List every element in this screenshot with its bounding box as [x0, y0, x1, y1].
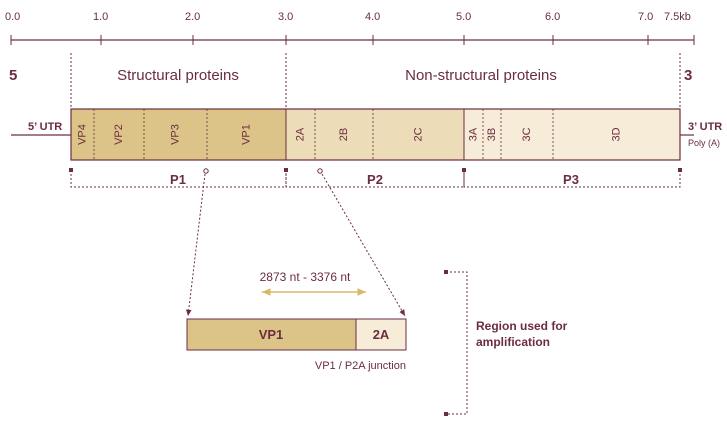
segment-2b [315, 109, 373, 160]
segment-label-2a: 2A [295, 127, 307, 141]
junction-caption: VP1 / P2A junction [315, 360, 406, 372]
bracket-node [444, 412, 448, 416]
scale-tick-label: 7.5kb [664, 11, 691, 23]
bracket-node [678, 168, 682, 172]
segment-2c [373, 109, 464, 160]
three-prime-end-label: 3 [684, 67, 692, 84]
segment-vp2 [94, 109, 144, 160]
p3-label: P3 [563, 172, 579, 187]
p2-bracket [285, 170, 465, 188]
zoom-anchor-2a [317, 168, 323, 174]
segment-label-vp2: VP2 [113, 124, 125, 145]
scale-tick-label: 0.0 [5, 11, 20, 23]
three-utr-label: 3’ UTR [688, 121, 722, 133]
scale-tick-label: 4.0 [365, 11, 380, 23]
scale-tick-label: 7.0 [638, 11, 653, 23]
zoom-guide-line [185, 173, 206, 317]
poly-a-label: Poly (A) [688, 138, 720, 148]
segment-label-2c: 2C [413, 127, 425, 141]
segment-vp3 [144, 109, 207, 160]
bracket-node [284, 168, 288, 172]
scale-tick-label: 1.0 [93, 11, 108, 23]
p1-label: P1 [170, 172, 186, 187]
segment-2a [286, 109, 315, 160]
scale-tick-label: 5.0 [456, 11, 471, 23]
segment-label-vp3: VP3 [170, 124, 182, 145]
genome-polyprotein-bar: VP4 VP2 VP3 VP1 2A 2B 2C 3A 3B 3C 3D [70, 108, 681, 161]
amplification-bracket [446, 271, 468, 415]
zoom-anchor-vp1 [203, 168, 209, 174]
segment-3b [483, 109, 501, 160]
non-structural-proteins-heading: Non-structural proteins [405, 67, 557, 84]
segment-label-3a: 3A [468, 127, 480, 141]
genome-bar-outline [70, 108, 681, 161]
segment-vp4 [71, 109, 94, 160]
bracket-node [444, 270, 448, 274]
polyprotein-brackets: P1 P2 P3 [69, 168, 682, 188]
segment-label-3c: 3C [521, 127, 533, 141]
segment-label-vp1: VP1 [241, 124, 253, 145]
zoom-2a-segment [355, 318, 407, 351]
scale-tick-label: 6.0 [545, 11, 560, 23]
segment-3d [553, 109, 680, 160]
segment-3a [464, 109, 483, 160]
zoom-vp1-segment [186, 318, 357, 351]
p2-label: P2 [367, 172, 383, 187]
p3-bracket [463, 170, 681, 188]
bracket-node [69, 168, 73, 172]
scale-tick-label: 3.0 [278, 11, 293, 23]
zoom-vp1-label: VP1 [259, 327, 284, 342]
five-utr-label: 5’ UTR [28, 121, 62, 133]
scale-tick-label: 2.0 [185, 11, 200, 23]
segment-label-3b: 3B [486, 128, 498, 141]
segment-label-2b: 2B [338, 128, 350, 141]
bracket-node [462, 168, 466, 172]
amplicon-range-label: 2873 nt - 3376 nt [260, 270, 351, 284]
segment-3c [501, 109, 553, 160]
zoom-guide-line [321, 173, 406, 317]
five-prime-end-label: 5 [9, 67, 17, 84]
segment-label-3d: 3D [611, 127, 623, 141]
scale-axis: 0.0 1.0 2.0 3.0 4.0 5.0 6.0 7.0 7.5kb [5, 11, 695, 45]
amplification-note-line1: Region used for [476, 319, 568, 333]
structural-proteins-heading: Structural proteins [117, 67, 239, 84]
zoom-2a-label: 2A [373, 327, 390, 342]
junction-zoom-bar: VP1 2A VP1 / P2A junction [186, 318, 407, 372]
segment-label-vp4: VP4 [77, 124, 89, 145]
segment-vp1 [207, 109, 286, 160]
amplification-note-line2: amplification [476, 335, 550, 349]
